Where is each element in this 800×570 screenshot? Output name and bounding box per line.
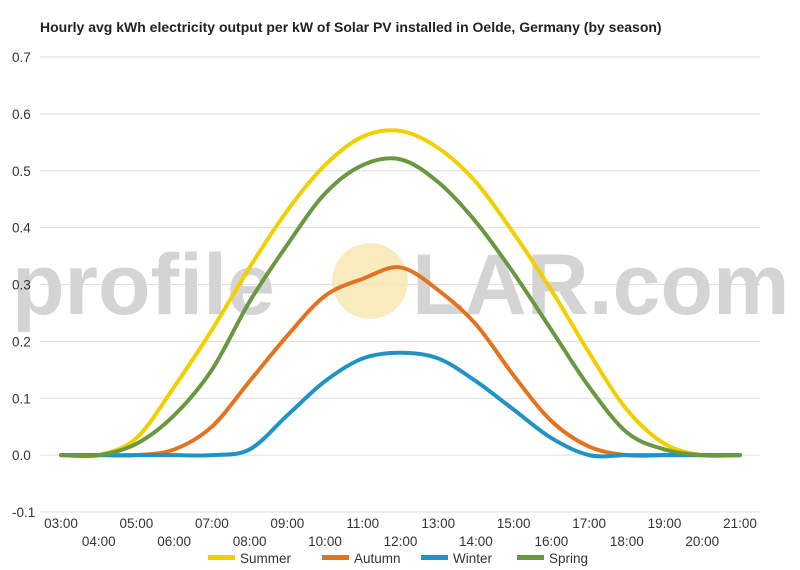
x-tick-label: 18:00	[610, 534, 644, 549]
x-tick-label: 20:00	[685, 534, 719, 549]
legend-item-autumn[interactable]: Autumn	[322, 551, 401, 566]
x-tick-label: 16:00	[534, 534, 568, 549]
y-tick-label: 0.6	[12, 107, 31, 122]
chart-title: Hourly avg kWh electricity output per kW…	[40, 19, 662, 35]
x-tick-label: 17:00	[572, 516, 606, 531]
y-tick-label: 0.5	[12, 164, 31, 179]
x-tick-label: 13:00	[421, 516, 455, 531]
legend: Summer Autumn Winter Spring	[208, 551, 588, 566]
legend-label: Summer	[240, 551, 292, 566]
y-tick-label: 0.1	[12, 391, 31, 406]
x-tick-label: 19:00	[648, 516, 682, 531]
series-spring	[59, 156, 742, 458]
y-tick-label: -0.1	[12, 505, 35, 520]
x-tick-label: 05:00	[120, 516, 154, 531]
legend-swatch	[421, 555, 448, 560]
series-line-winter	[59, 350, 742, 459]
x-tick-label: 08:00	[233, 534, 267, 549]
watermark: profile LAR.com	[12, 237, 789, 333]
watermark-left-text: profile	[12, 237, 275, 333]
legend-label: Spring	[549, 551, 588, 566]
x-tick-label: 09:00	[270, 516, 304, 531]
legend-swatch	[322, 555, 349, 560]
legend-swatch	[208, 555, 235, 560]
series-summer	[59, 128, 742, 459]
series-line-summer	[59, 128, 742, 459]
legend-swatch	[517, 555, 544, 560]
legend-label: Autumn	[354, 551, 401, 566]
x-tick-label: 04:00	[82, 534, 116, 549]
x-tick-label: 07:00	[195, 516, 229, 531]
x-tick-label: 11:00	[346, 516, 379, 531]
series-line-spring	[59, 156, 742, 458]
series-winter	[59, 350, 742, 459]
legend-item-summer[interactable]: Summer	[208, 551, 292, 566]
x-tick-label: 06:00	[157, 534, 191, 549]
legend-item-winter[interactable]: Winter	[421, 551, 493, 566]
legend-item-spring[interactable]: Spring	[517, 551, 588, 566]
x-tick-label: 12:00	[384, 534, 418, 549]
y-tick-label: 0.2	[12, 334, 31, 349]
y-tick-label: 0.0	[12, 448, 31, 463]
x-tick-label: 10:00	[308, 534, 342, 549]
x-tick-label: 21:00	[723, 516, 757, 531]
x-tick-label: 14:00	[459, 534, 493, 549]
x-tick-label: 15:00	[497, 516, 531, 531]
y-tick-label: 0.4	[12, 221, 31, 236]
watermark-sun-icon	[332, 243, 408, 319]
y-tick-label: 0.7	[12, 50, 31, 65]
series-lines	[59, 128, 742, 459]
x-tick-label: 03:00	[44, 516, 78, 531]
watermark-right-text: LAR.com	[412, 237, 789, 333]
y-axis-ticks: -0.1 0.0 0.1 0.2 0.3 0.4 0.5 0.6 0.7	[12, 50, 35, 520]
y-tick-label: 0.3	[12, 278, 31, 293]
legend-label: Winter	[453, 551, 493, 566]
